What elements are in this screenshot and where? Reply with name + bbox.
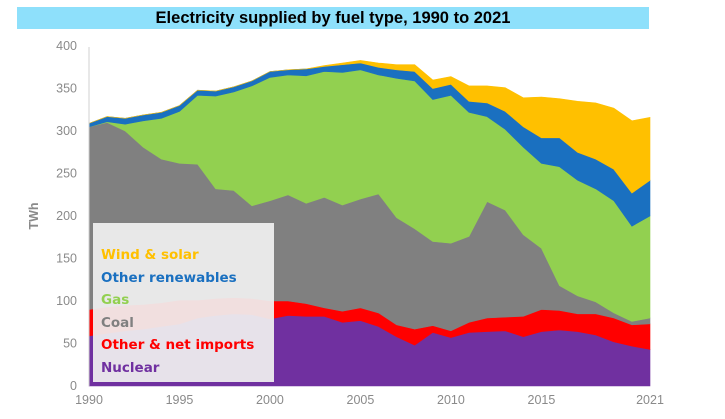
legend-item-other-net-imports: Other & net imports bbox=[101, 337, 255, 353]
y-tick-label: 350 bbox=[56, 82, 77, 96]
x-tick-label: 1990 bbox=[75, 393, 103, 407]
x-tick-label: 2010 bbox=[437, 393, 465, 407]
y-axis-label: TWh bbox=[27, 202, 41, 229]
x-tick-label: 2000 bbox=[256, 393, 284, 407]
chart-title: Electricity supplied by fuel type, 1990 … bbox=[155, 8, 511, 27]
legend-item-nuclear: Nuclear bbox=[101, 359, 160, 376]
x-axis-ticks: 1990 1995 2000 2005 2010 2015 2021 bbox=[75, 393, 664, 407]
x-tick-label: 2015 bbox=[528, 393, 556, 407]
x-tick-label: 1995 bbox=[166, 393, 194, 407]
legend: Wind & solar Other renewables Gas Coal Other… bbox=[93, 223, 274, 382]
y-tick-label: 100 bbox=[56, 294, 77, 308]
y-tick-label: 250 bbox=[56, 167, 77, 181]
legend-item-coal: Coal bbox=[101, 314, 134, 331]
y-tick-label: 150 bbox=[56, 252, 77, 266]
chart-title-bar: Electricity supplied by fuel type, 1990 … bbox=[17, 7, 649, 29]
y-tick-label: 300 bbox=[56, 124, 77, 138]
y-axis-ticks: 0 50 100 150 200 250 300 350 400 bbox=[56, 39, 77, 393]
x-tick-label: 2021 bbox=[636, 393, 664, 407]
legend-item-other-renewables: Other renewables bbox=[101, 269, 237, 286]
legend-list: Wind & solar Other renewables Gas Coal Other… bbox=[101, 244, 254, 379]
y-tick-label: 200 bbox=[56, 209, 77, 223]
area-wind-solar bbox=[88, 60, 651, 194]
y-tick-label: 50 bbox=[63, 337, 77, 351]
legend-item-wind-solar: Wind & solar bbox=[101, 247, 199, 263]
x-tick-label: 2005 bbox=[347, 393, 375, 407]
y-tick-label: 0 bbox=[70, 379, 77, 393]
legend-item-gas: Gas bbox=[101, 292, 130, 308]
y-tick-label: 400 bbox=[56, 39, 77, 53]
